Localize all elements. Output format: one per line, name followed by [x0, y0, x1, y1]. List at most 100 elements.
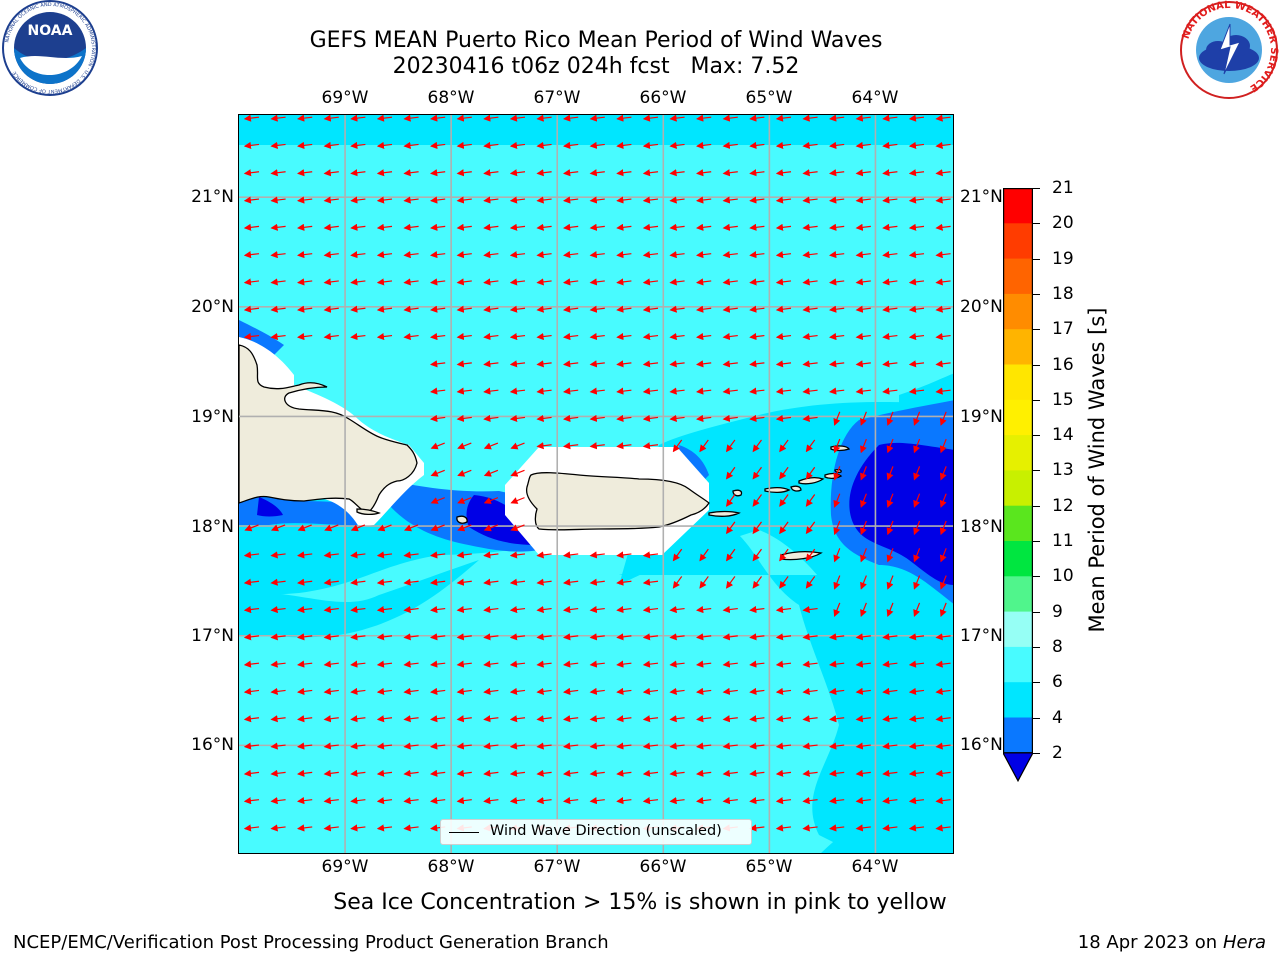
wind-arrow [589, 360, 605, 368]
wind-arrow [913, 411, 921, 426]
lon-label-bottom: 66°W [639, 857, 687, 877]
wind-arrow [457, 524, 472, 532]
wind-arrow [456, 660, 472, 668]
wind-arrow [829, 742, 845, 750]
wind-arrow [456, 687, 472, 695]
wind-arrow [509, 305, 526, 313]
wind-arrow [563, 115, 579, 122]
wind-arrow [430, 687, 446, 695]
wind-arrow [297, 141, 313, 149]
wind-arrow [722, 278, 738, 286]
wind-arrow [935, 115, 951, 122]
wind-arrow [855, 196, 871, 204]
wind-arrow [882, 797, 898, 805]
wind-arrow [829, 797, 845, 805]
colorbar-under-triangle [1003, 752, 1033, 783]
wind-arrow [775, 660, 792, 668]
wind-arrow [642, 251, 659, 259]
wind-arrow [696, 715, 712, 723]
wind-arrow [589, 414, 605, 422]
wind-arrow [297, 332, 313, 341]
wind-arrow [536, 196, 552, 204]
wind-arrow [642, 578, 659, 586]
colorbar-bin [1003, 541, 1033, 577]
wind-arrow [270, 824, 286, 832]
wind-arrow [642, 360, 659, 368]
wind-arrow [323, 169, 339, 177]
wind-arrow [243, 797, 260, 805]
wind-arrow [752, 576, 762, 589]
wind-arrow [749, 141, 765, 149]
wind-arrow [243, 660, 260, 668]
wind-arrow [616, 797, 632, 805]
footer-machine: Hera [1222, 932, 1266, 953]
wind-arrow [243, 551, 260, 559]
wind-arrow [939, 438, 947, 454]
wind-arrow [563, 332, 579, 341]
wind-arrow [536, 332, 552, 341]
wind-arrow [563, 633, 579, 641]
wind-arrow [430, 605, 446, 614]
wind-arrow [775, 797, 792, 805]
wind-arrow [403, 332, 419, 341]
wind-arrow [589, 305, 605, 313]
wind-arrow [483, 605, 499, 614]
wind-arrow [483, 687, 499, 695]
wind-arrow [243, 633, 260, 641]
wind-arrow [563, 360, 579, 368]
wind-arrow [536, 414, 552, 422]
wind-arrow [456, 769, 472, 777]
wind-arrow [882, 196, 898, 204]
wind-arrow [616, 633, 632, 641]
wind-arrow [483, 305, 499, 313]
wind-arrow [589, 605, 605, 614]
wind-arrow [775, 824, 792, 832]
colorbar-tick-mark [1033, 399, 1040, 401]
wind-arrow [802, 332, 818, 341]
wind-arrow [855, 115, 871, 122]
wind-arrow [430, 442, 445, 450]
wind-arrow [509, 169, 526, 177]
wind-arrow [805, 576, 816, 589]
wind-arrow [483, 141, 499, 149]
colorbar-tick-mark [1033, 188, 1040, 189]
wind-arrow [775, 278, 792, 286]
wind-arrow [376, 305, 393, 313]
wind-arrow [509, 332, 526, 341]
wind-arrow [696, 332, 712, 341]
wind-arrow [376, 169, 393, 177]
wind-arrow [802, 387, 818, 395]
wind-arrow [616, 551, 632, 559]
wind-arrow [589, 115, 605, 122]
colorbar-tick-label: 21 [1052, 178, 1074, 198]
wind-arrow [243, 278, 260, 286]
wind-arrow [722, 414, 738, 422]
wind-arrow [243, 251, 260, 259]
wave-period-map[interactable] [239, 115, 954, 854]
wind-arrow [536, 551, 552, 559]
wind-arrow [457, 469, 472, 477]
colorbar-tick-mark [1033, 682, 1040, 684]
wind-arrow [536, 742, 552, 750]
wind-arrow [483, 387, 499, 395]
lat-label-right: 18°N [960, 517, 1003, 537]
wind-arrow [752, 521, 762, 535]
colorbar-tick-mark [1033, 293, 1040, 295]
wind-arrow [456, 578, 472, 586]
map-panel[interactable] [238, 114, 954, 854]
wind-arrow [886, 520, 894, 536]
wind-arrow [456, 278, 472, 286]
wind-arrow [456, 360, 472, 368]
wind-arrow [860, 520, 867, 536]
wind-arrow [829, 305, 845, 313]
wind-arrow [376, 278, 393, 286]
wind-arrow [509, 797, 526, 805]
colorbar-bin [1003, 188, 1033, 224]
wind-arrow [589, 715, 605, 723]
wind-arrow [270, 278, 286, 286]
wind-arrow [350, 824, 366, 832]
contour-band-4-6 [239, 115, 953, 145]
wind-arrow [752, 466, 762, 480]
colorbar-tick-label: 18 [1052, 283, 1074, 304]
wind-arrow [805, 439, 816, 453]
